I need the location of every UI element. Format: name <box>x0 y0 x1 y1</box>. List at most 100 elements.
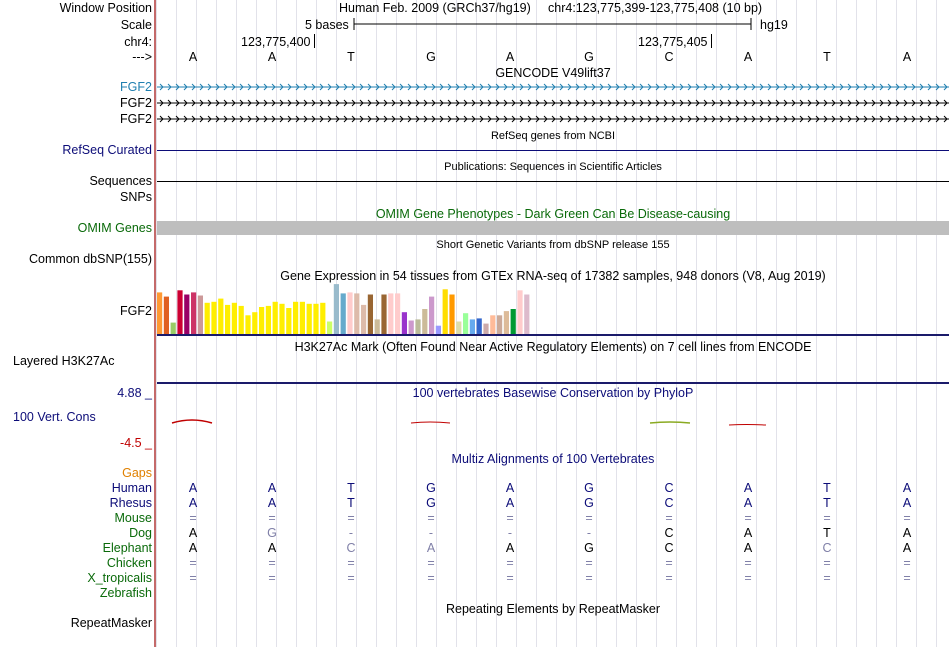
gtex-bar[interactable] <box>306 303 312 334</box>
gtex-bar[interactable] <box>340 293 346 334</box>
gtex-bar[interactable] <box>367 294 373 335</box>
gene-fgf2-3[interactable] <box>157 113 949 125</box>
alignment-base: G <box>426 481 436 495</box>
strand-arrow <box>175 115 180 123</box>
gtex-bar[interactable] <box>476 318 482 334</box>
gtex-bar[interactable] <box>347 292 353 334</box>
grid-line <box>696 0 697 647</box>
gtex-bar[interactable] <box>374 319 380 334</box>
gtex-bar[interactable] <box>456 321 462 335</box>
species-label[interactable]: Elephant <box>102 541 152 555</box>
species-label[interactable]: Human <box>111 481 152 495</box>
species-label[interactable]: Rhesus <box>109 496 152 510</box>
gtex-bar[interactable] <box>429 296 435 334</box>
gtex-bar[interactable] <box>435 325 441 334</box>
track-label-fgf2-3[interactable]: FGF2 <box>120 112 152 126</box>
gtex-bar[interactable] <box>510 309 516 334</box>
gtex-bar[interactable] <box>238 305 244 334</box>
gtex-bar[interactable] <box>225 304 231 334</box>
alignment-base: A <box>743 496 753 510</box>
phylop-plot[interactable] <box>156 414 950 434</box>
gtex-bar[interactable] <box>463 313 469 334</box>
gtex-chart[interactable] <box>156 282 536 334</box>
gtex-bar[interactable] <box>422 309 428 334</box>
species-label[interactable]: X_tropicalis <box>87 571 152 585</box>
gtex-bar[interactable] <box>184 294 190 335</box>
gtex-bar[interactable] <box>265 305 271 334</box>
gtex-bar[interactable] <box>313 303 319 334</box>
strand-arrow <box>431 115 436 123</box>
gene-fgf2-2[interactable] <box>157 97 949 109</box>
gtex-bar[interactable] <box>231 302 237 334</box>
alignment-base: A <box>902 496 912 510</box>
species-label[interactable]: Dog <box>129 526 152 540</box>
track-label-omim[interactable]: OMIM Genes <box>77 221 152 235</box>
track-label-h3k27ac[interactable]: Layered H3K27Ac <box>13 354 115 368</box>
grid-line <box>436 0 437 647</box>
gtex-bar[interactable] <box>279 303 285 334</box>
gtex-bar[interactable] <box>469 319 475 334</box>
gtex-bar[interactable] <box>442 289 448 334</box>
track-label-sequences[interactable]: Sequences <box>89 174 152 188</box>
gtex-bar[interactable] <box>218 298 224 334</box>
gtex-bar[interactable] <box>517 290 523 334</box>
gtex-bar[interactable] <box>299 301 305 334</box>
gtex-bar[interactable] <box>320 302 326 334</box>
gtex-bar[interactable] <box>211 301 217 334</box>
gtex-bar[interactable] <box>157 292 163 334</box>
track-label-gtex-fgf2[interactable]: FGF2 <box>120 304 152 318</box>
gtex-bar[interactable] <box>252 312 258 334</box>
track-label-phylop[interactable]: 100 Vert. Cons <box>13 410 96 424</box>
strand-arrow <box>447 115 452 123</box>
track-label-refseq[interactable]: RefSeq Curated <box>62 143 152 157</box>
gtex-bar[interactable] <box>191 292 197 334</box>
gtex-bar[interactable] <box>163 296 169 334</box>
gtex-bar[interactable] <box>408 320 414 335</box>
gtex-bar[interactable] <box>381 294 387 335</box>
gtex-bar[interactable] <box>361 304 367 334</box>
gtex-bar[interactable] <box>354 293 360 334</box>
gtex-bar[interactable] <box>293 301 299 334</box>
gtex-bar[interactable] <box>259 307 265 334</box>
track-label-dbsnp[interactable]: Common dbSNP(155) <box>29 252 152 266</box>
gtex-bar[interactable] <box>395 293 401 334</box>
gtex-bar[interactable] <box>415 319 421 334</box>
strand-arrow <box>871 115 876 123</box>
gtex-bar[interactable] <box>449 294 455 335</box>
track-label-fgf2-2[interactable]: FGF2 <box>120 96 152 110</box>
gtex-bar[interactable] <box>524 294 530 335</box>
species-label[interactable]: Mouse <box>114 511 152 525</box>
gtex-bar[interactable] <box>272 301 278 334</box>
gtex-bar[interactable] <box>170 322 176 334</box>
gtex-bar[interactable] <box>245 315 251 334</box>
gtex-bar[interactable] <box>490 315 496 334</box>
sequences-line[interactable] <box>157 181 949 182</box>
track-label-gaps[interactable]: Gaps <box>122 466 152 480</box>
track-label-fgf2-1[interactable]: FGF2 <box>120 80 152 94</box>
omim-bar[interactable] <box>157 221 949 235</box>
gtex-bar[interactable] <box>204 302 210 334</box>
gene-fgf2-1[interactable] <box>157 81 949 93</box>
track-label-snps[interactable]: SNPs <box>120 190 152 204</box>
refseq-gene-line[interactable] <box>157 150 949 151</box>
strand-arrow <box>631 99 636 107</box>
track-label-repeatmasker[interactable]: RepeatMasker <box>70 616 152 630</box>
strand-arrow <box>215 99 220 107</box>
gtex-bar[interactable] <box>503 311 509 334</box>
gtex-bar[interactable] <box>388 293 394 334</box>
gtex-bar[interactable] <box>483 323 489 334</box>
gtex-bar[interactable] <box>497 315 503 334</box>
grid-line <box>876 0 877 647</box>
strand-arrow <box>607 115 612 123</box>
gtex-bar[interactable] <box>197 295 203 335</box>
label-divider[interactable] <box>154 0 156 647</box>
gtex-bar[interactable] <box>177 290 183 334</box>
species-label[interactable]: Chicken <box>106 556 152 570</box>
gtex-bar[interactable] <box>327 321 333 335</box>
gtex-bar[interactable] <box>286 308 292 334</box>
strand-arrow <box>495 115 500 123</box>
label-strand[interactable]: ---> <box>132 50 152 64</box>
gtex-bar[interactable] <box>401 312 407 334</box>
species-label[interactable]: Zebrafish <box>99 586 152 600</box>
gtex-bar[interactable] <box>333 284 339 334</box>
